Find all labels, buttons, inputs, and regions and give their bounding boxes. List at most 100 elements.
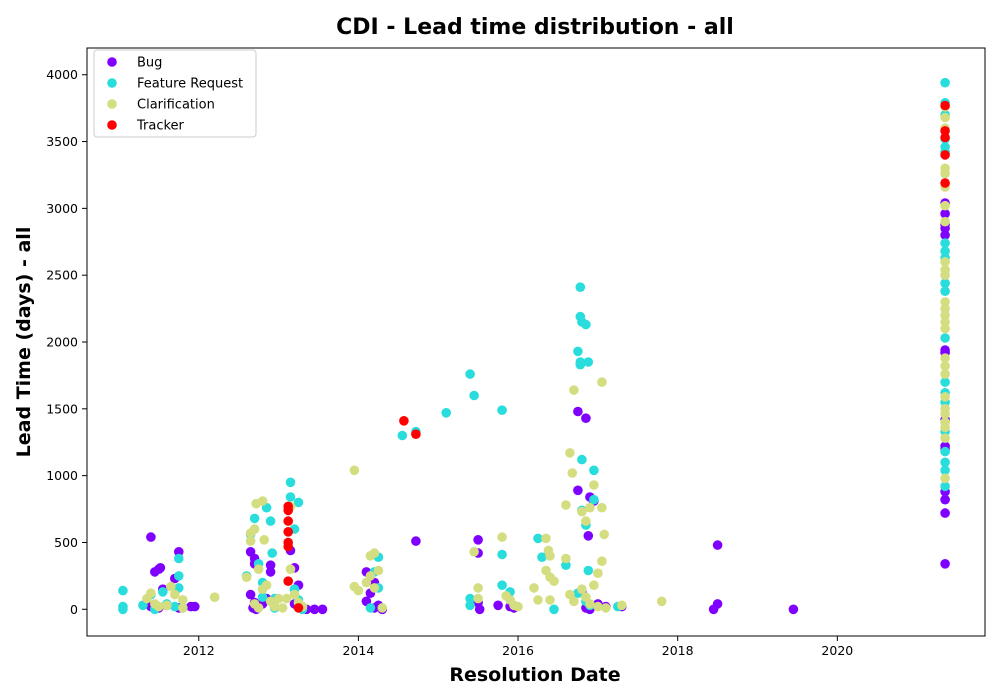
- data-point: [283, 541, 294, 552]
- data-point: [940, 369, 950, 379]
- data-point: [545, 551, 555, 561]
- series-2: [142, 102, 950, 613]
- data-point: [465, 600, 475, 611]
- data-point: [940, 409, 950, 420]
- data-point: [940, 377, 950, 387]
- data-point: [265, 516, 276, 526]
- y-tick-label: 4000: [46, 67, 78, 82]
- data-point: [573, 346, 583, 357]
- data-point: [597, 377, 607, 387]
- data-point: [940, 457, 950, 468]
- data-point: [940, 278, 950, 289]
- data-point: [373, 565, 384, 576]
- data-point: [170, 589, 180, 600]
- data-point: [561, 553, 571, 564]
- data-point: [369, 548, 380, 558]
- data-point: [533, 533, 543, 544]
- data-point: [589, 494, 599, 505]
- data-point: [577, 454, 587, 465]
- data-point: [565, 448, 575, 458]
- data-point: [253, 603, 264, 613]
- data-point: [497, 580, 507, 590]
- data-point: [940, 132, 950, 143]
- data-point: [497, 405, 507, 416]
- data-point: [940, 433, 950, 444]
- data-point: [940, 178, 950, 188]
- y-tick-label: 2500: [46, 268, 78, 283]
- data-point: [940, 150, 950, 160]
- data-point: [545, 595, 555, 605]
- y-axis-label: Lead Time (days) - all: [13, 227, 35, 458]
- data-point: [549, 576, 559, 586]
- data-point: [940, 508, 950, 518]
- data-point: [365, 603, 376, 613]
- legend-marker: [107, 99, 117, 109]
- data-point: [399, 416, 409, 426]
- data-point: [283, 576, 294, 586]
- data-point: [377, 603, 388, 613]
- data-point: [353, 585, 364, 596]
- data-point: [573, 406, 583, 417]
- plot-area: [118, 77, 950, 615]
- data-point: [581, 516, 591, 526]
- data-point: [940, 257, 950, 267]
- data-point: [940, 223, 950, 234]
- data-point: [940, 392, 950, 402]
- y-tick-label: 1000: [46, 468, 78, 483]
- data-point: [575, 359, 586, 370]
- data-point: [617, 600, 627, 611]
- data-point: [940, 310, 950, 321]
- x-tick-label: 2018: [662, 643, 694, 658]
- data-point: [174, 553, 184, 564]
- legend-label: Tracker: [136, 119, 185, 134]
- data-point: [940, 286, 950, 297]
- x-tick-label: 2020: [821, 643, 853, 658]
- data-point: [581, 319, 591, 330]
- legend-marker: [107, 78, 117, 88]
- data-point: [940, 246, 950, 256]
- y-tick-label: 3000: [46, 201, 78, 216]
- data-point: [285, 564, 296, 574]
- data-point: [146, 532, 156, 542]
- chart-title: CDI - Lead time distribution - all: [336, 15, 734, 40]
- legend-label: Feature Request: [137, 77, 243, 92]
- data-point: [940, 208, 950, 219]
- data-point: [265, 560, 276, 570]
- y-tick-label: 0: [70, 602, 78, 617]
- data-point: [940, 100, 950, 111]
- data-point: [940, 297, 950, 307]
- data-point: [178, 603, 188, 613]
- data-point: [441, 408, 452, 418]
- data-point: [940, 216, 950, 227]
- data-point: [158, 587, 168, 597]
- data-point: [940, 333, 950, 343]
- data-point: [465, 593, 475, 604]
- data-point: [529, 583, 539, 593]
- data-point: [178, 595, 188, 605]
- data-point: [281, 593, 292, 604]
- axes: 2012 2014 2016 2018 2020 0 500 1000 1500 2000 2500…: [46, 67, 853, 658]
- data-point: [940, 323, 950, 334]
- data-point: [940, 168, 950, 179]
- data-point: [474, 604, 485, 615]
- data-point: [283, 516, 294, 526]
- data-point: [940, 270, 950, 281]
- data-point: [361, 577, 372, 588]
- data-point: [940, 473, 950, 484]
- data-point: [267, 548, 278, 558]
- data-point: [585, 599, 595, 609]
- data-point: [569, 596, 579, 607]
- data-point: [940, 465, 950, 476]
- data-point: [273, 593, 284, 604]
- data-point: [146, 588, 156, 598]
- data-point: [567, 468, 578, 478]
- data-point: [465, 369, 475, 379]
- data-point: [473, 593, 483, 604]
- y-tick-label: 500: [54, 535, 78, 550]
- data-point: [940, 361, 950, 371]
- data-point: [209, 592, 220, 602]
- x-tick-label: 2014: [342, 643, 374, 658]
- data-point: [277, 603, 288, 613]
- legend-label: Bug: [137, 56, 162, 71]
